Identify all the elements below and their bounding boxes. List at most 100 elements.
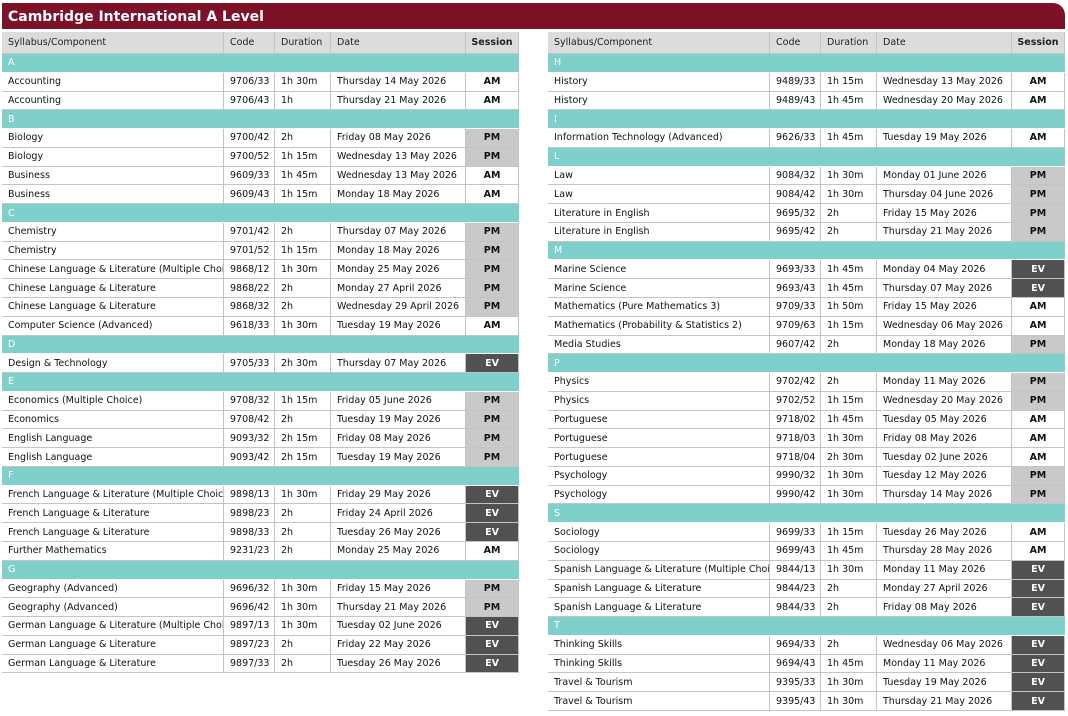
table-cell: 9868/32	[224, 298, 275, 317]
table-cell: 9702/52	[770, 391, 821, 411]
table-cell: 1h 30m	[821, 485, 877, 505]
table-cell: Literature in English	[548, 204, 770, 223]
session: PM	[466, 147, 519, 167]
table-cell: 1h 30m	[821, 466, 877, 486]
table-cell: 2h 15m	[275, 429, 331, 449]
table-cell: Thinking Skills	[548, 635, 770, 655]
session: AM	[466, 91, 519, 111]
table-cell: 2h 30m	[275, 354, 331, 374]
table-cell: Thursday 21 May 2026	[877, 222, 1012, 242]
table-cell: Mathematics (Pure Mathematics 3)	[548, 298, 770, 317]
section-letter: I	[548, 110, 1065, 130]
table-cell: Tuesday 05 May 2026	[877, 410, 1012, 430]
table-cell: Travel & Tourism	[548, 692, 770, 711]
table-cell: 9897/13	[224, 617, 275, 636]
table-cell: Geography (Advanced)	[2, 598, 224, 618]
table-cell: 9868/22	[224, 279, 275, 298]
table-cell: 9718/04	[770, 448, 821, 467]
session: AM	[466, 72, 519, 92]
table-cell: English Language	[2, 448, 224, 467]
table-cell: 1h 15m	[821, 523, 877, 543]
table-cell: Monday 11 May 2026	[877, 654, 1012, 674]
session: EV	[466, 504, 519, 524]
table-cell: Monday 11 May 2026	[877, 373, 1012, 392]
table-cell: Monday 27 April 2026	[877, 579, 1012, 599]
session: PM	[466, 429, 519, 449]
table-cell: Portuguese	[548, 448, 770, 467]
table-cell: Tuesday 19 May 2026	[877, 673, 1012, 693]
table-cell: 9990/42	[770, 485, 821, 505]
table-cell: 1h 30m	[275, 316, 331, 336]
table-cell: Law	[548, 166, 770, 186]
table-cell: Chinese Language & Literature	[2, 298, 224, 317]
table-cell: 2h	[821, 598, 877, 618]
table-cell: 9694/33	[770, 635, 821, 655]
table-cell: Wednesday 29 April 2026	[331, 298, 466, 317]
column-header: Code	[224, 32, 275, 54]
table-cell: 9844/23	[770, 579, 821, 599]
section-letter: A	[2, 54, 519, 73]
session: AM	[1012, 410, 1065, 430]
session: EV	[466, 617, 519, 636]
table-cell: 1h 30m	[275, 598, 331, 618]
table-cell: Biology	[2, 129, 224, 148]
table-cell: Spanish Language & Literature	[548, 598, 770, 618]
table-cell: 1h 30m	[821, 166, 877, 186]
table-cell: Spanish Language & Literature (Multiple …	[548, 560, 770, 580]
column-header: Code	[770, 32, 821, 54]
session: PM	[466, 241, 519, 261]
table-cell: 2h	[275, 410, 331, 430]
table-cell: 9718/02	[770, 410, 821, 430]
session: EV	[1012, 673, 1065, 693]
session: AM	[1012, 448, 1065, 467]
table-cell: Further Mathematics	[2, 542, 224, 561]
session: PM	[1012, 335, 1065, 355]
table-cell: 9395/43	[770, 692, 821, 711]
table-cell: 9708/42	[224, 410, 275, 430]
column-header: Syllabus/Component	[2, 32, 224, 54]
table-cell: Friday 15 May 2026	[331, 579, 466, 599]
table-cell: 1h	[275, 91, 331, 111]
table-cell: 9609/33	[224, 166, 275, 186]
table-cell: Psychology	[548, 466, 770, 486]
table-cell: Design & Technology	[2, 354, 224, 374]
table-cell: Thursday 04 June 2026	[877, 185, 1012, 205]
session: PM	[466, 298, 519, 317]
table-cell: 9898/33	[224, 523, 275, 543]
table-cell: 2h	[275, 298, 331, 317]
column-header: Duration	[275, 32, 331, 54]
column-header: Date	[331, 32, 466, 54]
table-cell: Media Studies	[548, 335, 770, 355]
section-letter: T	[548, 617, 1065, 636]
session: PM	[1012, 373, 1065, 392]
section-letter: L	[548, 147, 1065, 167]
table-cell: 9700/52	[224, 147, 275, 167]
table-cell: 9231/23	[224, 542, 275, 561]
table-cell: 1h 15m	[821, 316, 877, 336]
table-cell: 9693/43	[770, 279, 821, 298]
table-cell: Economics	[2, 410, 224, 430]
session: AM	[466, 166, 519, 186]
table-cell: 9844/13	[770, 560, 821, 580]
table-cell: 1h 15m	[821, 391, 877, 411]
table-cell: Thinking Skills	[548, 654, 770, 674]
table-cell: Tuesday 19 May 2026	[331, 316, 466, 336]
table-cell: 9699/33	[770, 523, 821, 543]
table-cell: Tuesday 19 May 2026	[877, 129, 1012, 148]
table-cell: Wednesday 06 May 2026	[877, 635, 1012, 655]
column-header: Duration	[821, 32, 877, 54]
table-cell: Accounting	[2, 91, 224, 111]
table-cell: Tuesday 26 May 2026	[331, 523, 466, 543]
session: PM	[466, 448, 519, 467]
session: AM	[1012, 298, 1065, 317]
table-cell: Biology	[2, 147, 224, 167]
table-cell: 1h 15m	[275, 147, 331, 167]
section-letter: B	[2, 110, 519, 130]
table-cell: 9618/33	[224, 316, 275, 336]
table-cell: Friday 15 May 2026	[877, 298, 1012, 317]
table-cell: Tuesday 26 May 2026	[331, 654, 466, 674]
table-cell: Tuesday 19 May 2026	[331, 448, 466, 467]
table-cell: Portuguese	[548, 410, 770, 430]
session: AM	[1012, 523, 1065, 543]
table-cell: 2h	[275, 279, 331, 298]
